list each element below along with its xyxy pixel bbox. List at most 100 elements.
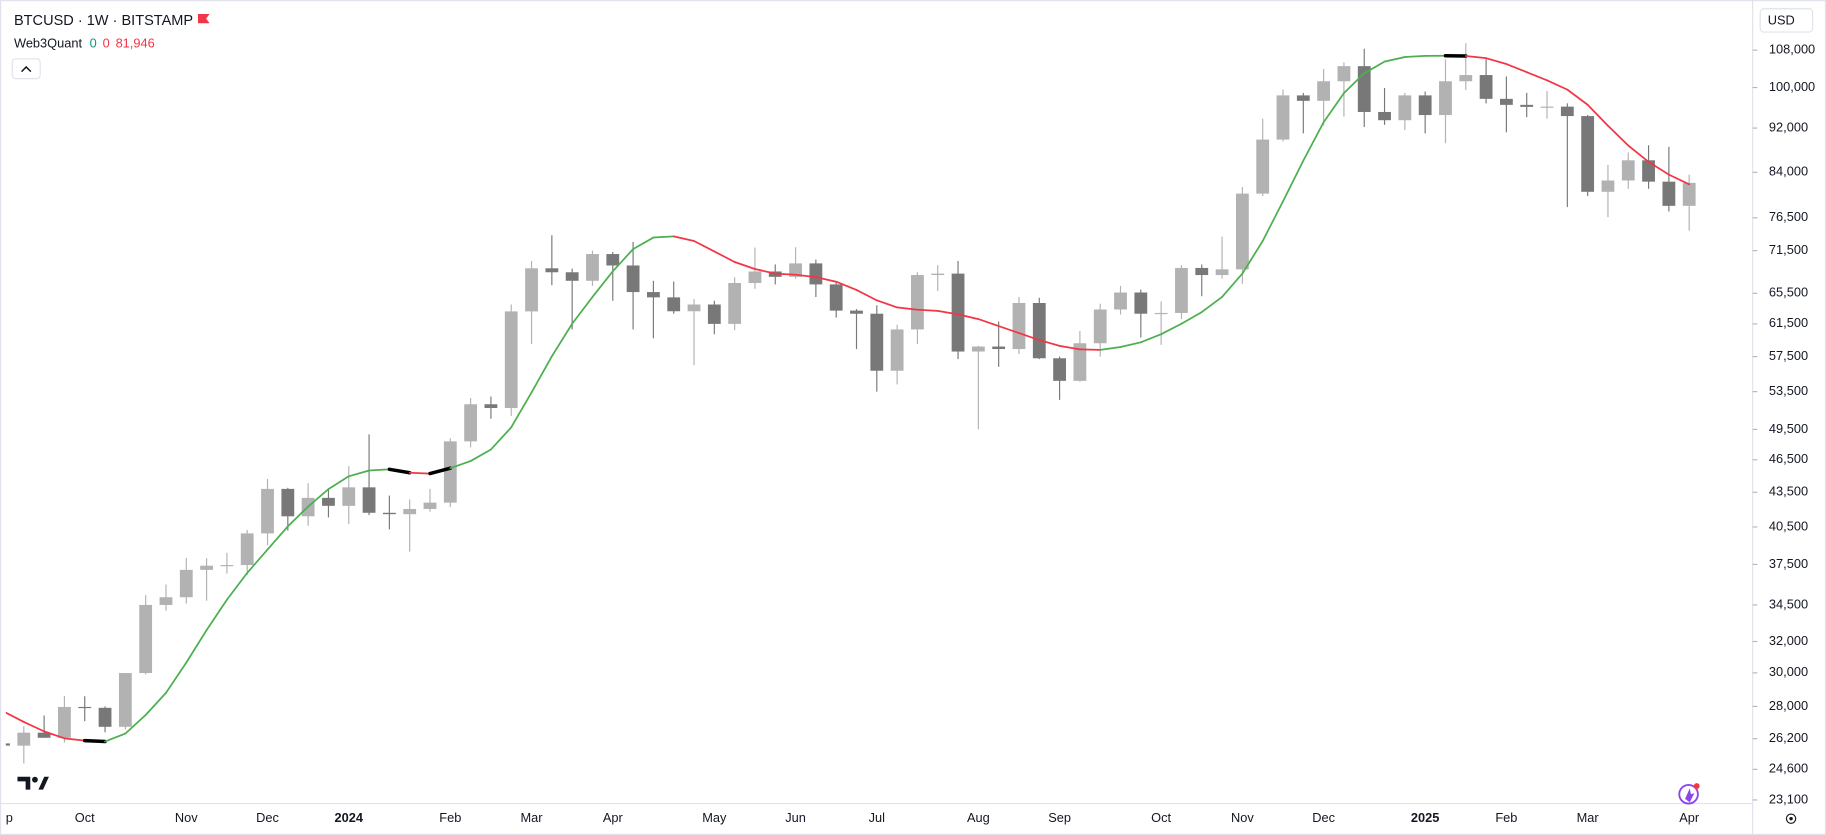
indicator-segment bbox=[368, 468, 391, 472]
candle-body bbox=[261, 488, 274, 534]
currency-button[interactable] bbox=[1759, 8, 1814, 33]
indicator-segment bbox=[977, 318, 1000, 327]
indicator-segment bbox=[855, 289, 878, 302]
candle-body bbox=[200, 565, 213, 570]
candle-body bbox=[606, 254, 620, 266]
x-tick-label: Apr bbox=[1679, 810, 1700, 825]
candle-body bbox=[443, 441, 457, 503]
candle-body bbox=[525, 268, 538, 312]
candle-body bbox=[1093, 309, 1107, 344]
candle-body bbox=[1296, 95, 1310, 101]
candle-body bbox=[687, 304, 701, 312]
candle-body bbox=[1540, 106, 1554, 108]
assistant-icon[interactable] bbox=[1678, 783, 1700, 805]
x-tick-label: 2024 bbox=[335, 810, 364, 825]
indicator-segment bbox=[1079, 348, 1102, 351]
x-tick-label: Aug bbox=[967, 810, 990, 825]
y-tick-label: 76,500 bbox=[1769, 209, 1808, 224]
x-tick-label: May bbox=[702, 810, 727, 825]
indicator-segment bbox=[22, 721, 45, 733]
candle-body bbox=[971, 346, 985, 352]
y-tick-label: 28,000 bbox=[1769, 698, 1808, 713]
settings-icon[interactable] bbox=[1785, 813, 1797, 824]
indicator-segment bbox=[652, 235, 675, 239]
indicator-segment bbox=[104, 732, 127, 743]
indicator-segment bbox=[1018, 332, 1041, 341]
indicator-readout: 0 0 81,946 bbox=[90, 36, 155, 51]
candle-body bbox=[240, 533, 254, 566]
indicator-segment bbox=[165, 661, 188, 694]
indicator-segment bbox=[916, 308, 939, 312]
x-tick-label: Jul bbox=[869, 810, 885, 825]
candle-body bbox=[1378, 111, 1391, 121]
indicator-segment bbox=[1505, 63, 1528, 74]
indicator-segment bbox=[875, 299, 898, 309]
indicator-segment bbox=[672, 235, 695, 242]
x-tick-label: Dec bbox=[1312, 810, 1335, 825]
indicator-segment bbox=[1525, 71, 1548, 82]
candle-body bbox=[1154, 312, 1168, 315]
candle-body bbox=[728, 282, 742, 324]
indicator-segment bbox=[1363, 60, 1386, 75]
x-tick-label: Oct bbox=[75, 810, 95, 825]
x-tick-label: Mar bbox=[1577, 810, 1600, 825]
candle-body bbox=[423, 502, 437, 509]
indicator-segment bbox=[82, 738, 107, 744]
x-tick-label: Sep bbox=[1048, 810, 1071, 825]
candle-body bbox=[911, 275, 924, 330]
candle-body bbox=[789, 263, 802, 277]
indicator-segment bbox=[185, 629, 208, 664]
indicator-segment bbox=[1566, 88, 1589, 106]
y-tick-label: 23,100 bbox=[1769, 791, 1808, 806]
candle-body bbox=[5, 743, 10, 746]
indicator-segment bbox=[124, 714, 147, 735]
indicator-segment bbox=[713, 250, 736, 263]
candle-body bbox=[504, 311, 518, 408]
candle-body bbox=[1642, 160, 1655, 182]
indicator-segment bbox=[205, 598, 228, 631]
indicator-segment bbox=[1647, 160, 1670, 176]
collapse-button[interactable] bbox=[11, 58, 41, 80]
y-tick-label: 61,500 bbox=[1769, 315, 1808, 330]
candle-body bbox=[1073, 343, 1087, 381]
currency-label: USD bbox=[1768, 12, 1795, 27]
candle-body bbox=[565, 272, 579, 281]
indicator-segment bbox=[1383, 56, 1406, 63]
y-tick-label: 92,000 bbox=[1769, 119, 1808, 134]
indicator-segment bbox=[449, 460, 472, 470]
indicator-segment bbox=[815, 276, 838, 283]
flag-icon[interactable] bbox=[197, 13, 210, 24]
candle-body bbox=[829, 284, 843, 311]
indicator-segment bbox=[1160, 322, 1183, 336]
indicator-segment bbox=[1668, 173, 1691, 186]
indicator-segment bbox=[510, 391, 533, 429]
readout-value: 0 bbox=[103, 36, 110, 51]
candle-body bbox=[1479, 75, 1493, 99]
indicator-segment bbox=[1241, 240, 1264, 275]
symbol-title: BTCUSD · 1W · BITSTAMP bbox=[14, 13, 193, 29]
indicator-segment bbox=[1343, 72, 1366, 94]
candle-body bbox=[707, 304, 721, 324]
candle-body bbox=[179, 569, 193, 598]
indicator-segment bbox=[428, 466, 453, 476]
candle-body bbox=[545, 268, 559, 273]
candle-body bbox=[951, 273, 965, 352]
candle-body bbox=[58, 706, 71, 738]
x-tick-label: Mar bbox=[521, 810, 544, 825]
y-tick-label: 108,000 bbox=[1769, 41, 1815, 56]
x-tick-label: Dec bbox=[256, 810, 279, 825]
indicator-segment bbox=[550, 322, 574, 358]
indicator-segment bbox=[286, 505, 310, 528]
candle-body bbox=[1276, 95, 1290, 140]
readout-value: 0 bbox=[90, 36, 97, 51]
candle-body bbox=[1459, 75, 1473, 82]
candle-body bbox=[1520, 104, 1534, 107]
candle-body bbox=[667, 297, 681, 312]
readout-value: 81,946 bbox=[116, 36, 155, 51]
candle-body bbox=[1175, 267, 1188, 313]
candle-body bbox=[870, 313, 884, 371]
indicator-segment bbox=[733, 261, 756, 270]
indicator-segment bbox=[1546, 79, 1569, 91]
candle-body bbox=[586, 254, 599, 281]
